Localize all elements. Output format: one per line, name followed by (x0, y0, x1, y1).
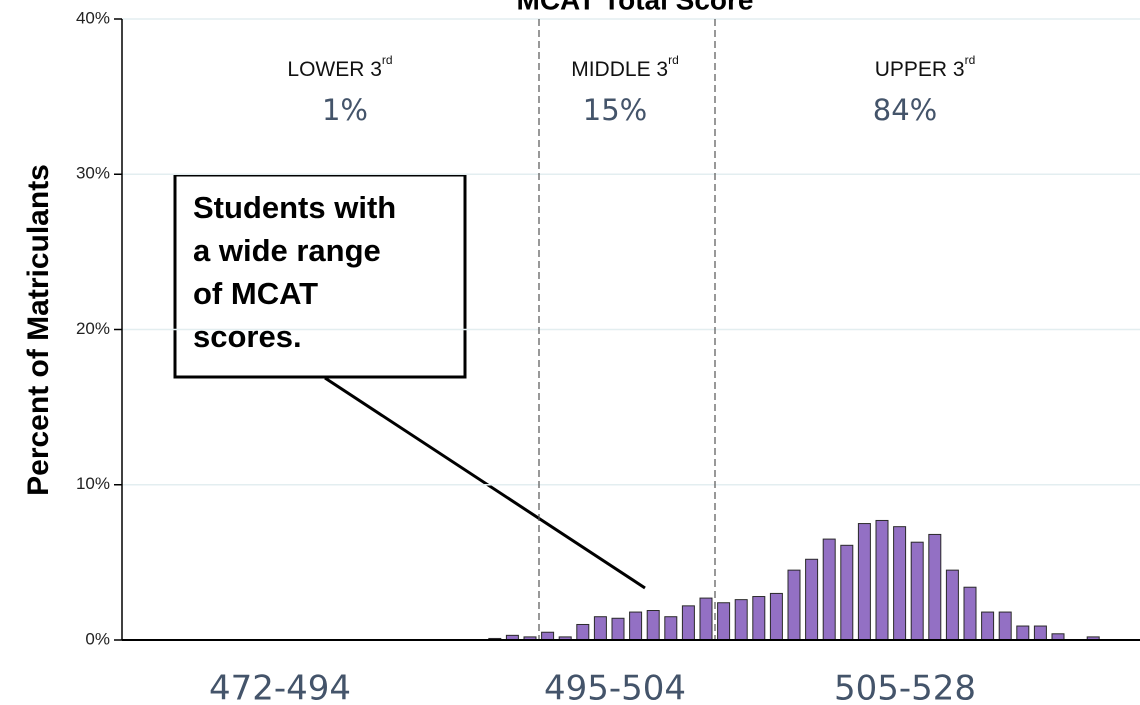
bar (998, 611, 1012, 641)
region-share: 84% (873, 93, 937, 127)
region-sup: rd (382, 53, 393, 67)
bar (910, 541, 924, 641)
region-sup: rd (668, 53, 679, 67)
bar (629, 611, 643, 641)
region-share: 1% (322, 93, 368, 127)
bar (664, 616, 678, 641)
y-tick-label: 10% (76, 474, 110, 493)
callout-box (173, 173, 467, 379)
region-name: UPPER 3 (875, 58, 965, 81)
callout-text: a wide range (193, 233, 381, 268)
region-range: 505-528 (834, 669, 976, 705)
region-range: 472-494 (209, 669, 351, 705)
bar (734, 599, 748, 641)
bar (699, 597, 713, 641)
y-tick-label: 0% (85, 629, 110, 648)
y-tick-label: 40% (76, 8, 110, 27)
bar (787, 569, 801, 641)
bar (717, 602, 731, 641)
bar (857, 523, 871, 641)
callout-text: scores. (193, 319, 302, 354)
bar (893, 526, 907, 641)
region-label: LOWER 3rd (287, 53, 392, 80)
bar (805, 558, 819, 641)
y-tick-label: 30% (76, 164, 110, 183)
bar (1016, 625, 1030, 641)
bar (981, 611, 995, 641)
y-axis-label: Percent of Matriculants (22, 164, 55, 496)
callout-text: Students with (193, 190, 396, 225)
region-label: UPPER 3rd (875, 53, 976, 80)
region-sup: rd (965, 53, 976, 67)
bar (769, 592, 783, 641)
bar (681, 605, 695, 641)
bar (945, 569, 959, 641)
region-name: LOWER 3 (287, 58, 382, 81)
bar (646, 610, 660, 641)
bar (963, 586, 977, 641)
bar (875, 519, 889, 641)
bar (822, 538, 836, 641)
y-tick-label: 20% (76, 319, 110, 338)
callout-pointer (324, 376, 646, 590)
bar (593, 616, 607, 641)
chart-title: MCAT Total Score (517, 0, 754, 15)
bar (576, 623, 590, 641)
callout-text: of MCAT (193, 276, 318, 311)
region-name: MIDDLE 3 (571, 58, 668, 81)
bar (1033, 625, 1047, 641)
bar (541, 631, 555, 641)
bar (611, 617, 625, 641)
bar (928, 533, 942, 641)
bar (752, 596, 766, 641)
region-share: 15% (583, 93, 647, 127)
region-range: 495-504 (544, 669, 686, 705)
region-label: MIDDLE 3rd (571, 53, 679, 80)
bar (840, 544, 854, 641)
